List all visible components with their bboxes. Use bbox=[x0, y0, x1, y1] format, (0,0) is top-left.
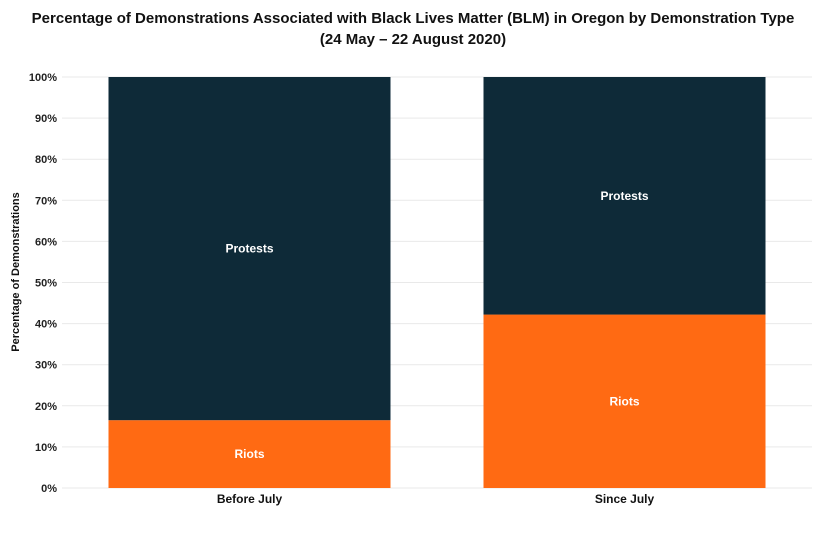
y-tick-label: 60% bbox=[35, 236, 57, 248]
y-axis-ticks: 0% 10% 20% 30% 40% 50% 60% 70% 80% 90% 100% bbox=[29, 72, 57, 495]
segment-label: Riots bbox=[235, 447, 265, 461]
chart-title: Percentage of Demonstrations Associated … bbox=[0, 8, 826, 50]
y-tick-label: 70% bbox=[35, 195, 57, 207]
chart-subtitle: (24 May – 22 August 2020) bbox=[319, 31, 507, 48]
segment-label: Protests bbox=[600, 189, 648, 203]
y-tick-label: 50% bbox=[35, 278, 57, 290]
y-tick-label: 90% bbox=[35, 113, 57, 125]
segment-label: Protests bbox=[225, 242, 273, 256]
y-tick-label: 80% bbox=[35, 154, 57, 166]
bar-riots-before-july bbox=[108, 420, 391, 488]
x-axis-ticks: Before July Since July bbox=[217, 492, 655, 506]
bar-riots-since-july bbox=[483, 314, 766, 488]
y-tick-label: 20% bbox=[35, 401, 57, 413]
y-axis-title: Percentage of Demonstrations bbox=[10, 192, 22, 352]
x-tick-label: Since July bbox=[595, 492, 655, 506]
y-tick-label: 30% bbox=[35, 360, 57, 372]
y-tick-label: 100% bbox=[29, 72, 57, 84]
x-tick-label: Before July bbox=[217, 492, 283, 506]
chart-title-line: Percentage of Demonstrations Associated … bbox=[31, 10, 795, 27]
y-tick-label: 40% bbox=[35, 319, 57, 331]
segment-label: Riots bbox=[610, 394, 640, 408]
bar-protests-before-july bbox=[108, 77, 391, 421]
bar-protests-since-july bbox=[483, 77, 766, 315]
y-tick-label: 0% bbox=[41, 483, 57, 495]
y-tick-label: 10% bbox=[35, 442, 57, 454]
bars: Riots Protests Riots Protests bbox=[108, 77, 766, 488]
